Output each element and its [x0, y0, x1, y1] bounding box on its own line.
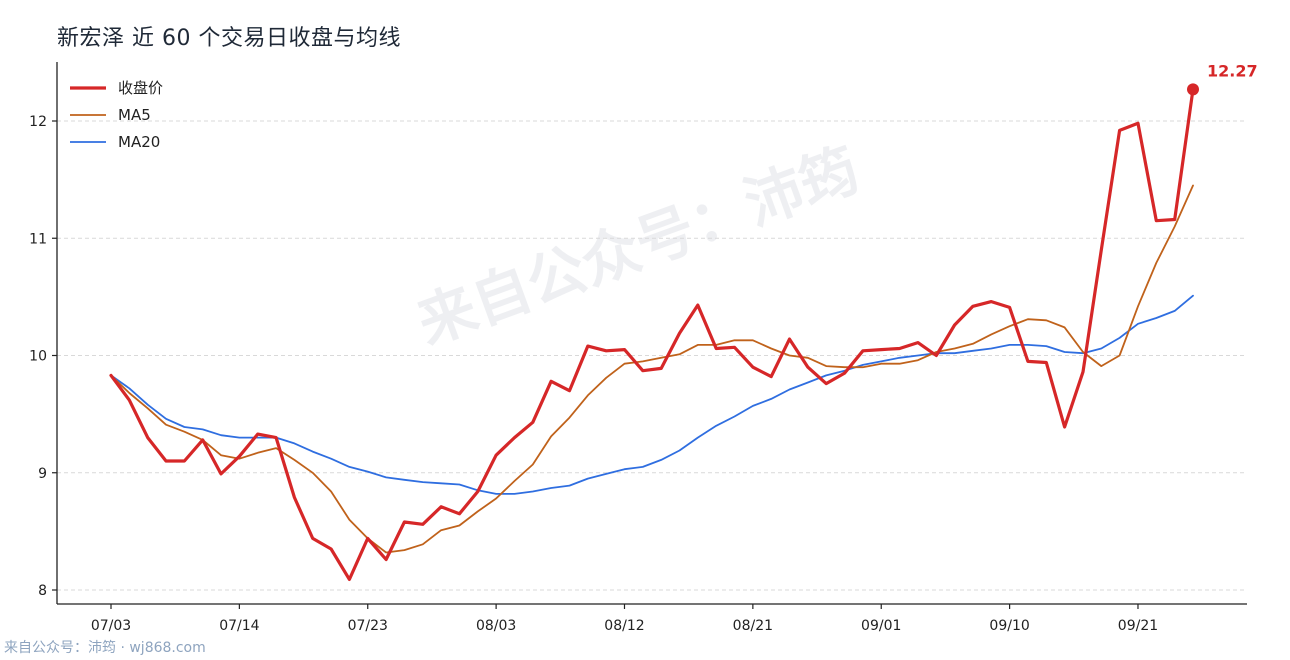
legend-label: MA20	[118, 133, 160, 151]
y-tick-label: 9	[38, 466, 47, 482]
x-tick-label: 07/23	[348, 618, 388, 634]
watermark-text: 来自公众号：沛筠	[409, 135, 868, 358]
footer-credit: 来自公众号：沛筠 · wj868.com	[4, 640, 206, 656]
watermark: 来自公众号：沛筠	[409, 135, 868, 358]
y-tick-label: 8	[38, 583, 47, 599]
series-line-ma5	[110, 184, 1194, 554]
legend-label: MA5	[118, 106, 151, 124]
series: 12.27	[109, 61, 1258, 582]
chart-title: 新宏泽 近 60 个交易日收盘与均线	[57, 26, 401, 51]
y-tick-label: 10	[29, 349, 47, 365]
series-line-close	[109, 87, 1195, 582]
series-line-ma20	[110, 294, 1194, 495]
x-tick-label: 08/12	[604, 618, 644, 634]
y-tick-label: 12	[29, 114, 47, 130]
y-tick-label: 11	[29, 231, 47, 247]
x-tick-label: 07/14	[219, 618, 259, 634]
x-tick-label: 07/03	[91, 618, 131, 634]
grid	[57, 120, 1247, 591]
x-tick-label: 08/21	[733, 618, 773, 634]
x-tick-label: 09/10	[989, 618, 1029, 634]
last-close-marker	[1187, 83, 1199, 96]
last-close-label: 12.27	[1207, 61, 1258, 80]
x-tick-label: 09/01	[861, 618, 901, 634]
legend: 收盘价 MA5 MA20	[70, 79, 163, 151]
x-tick-label: 09/21	[1118, 618, 1158, 634]
legend-label: 收盘价	[118, 79, 163, 97]
x-tick-label: 08/03	[476, 618, 516, 634]
axes: 8 9 10 11 12 07/03 07/14 07/23 08/03 08/12 08/21 09…	[29, 62, 1247, 634]
